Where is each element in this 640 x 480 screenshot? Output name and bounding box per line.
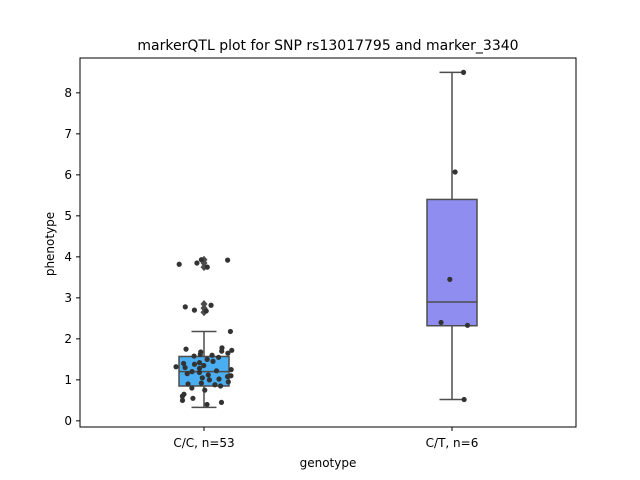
data-point — [205, 372, 211, 378]
y-axis: 0 1 2 3 4 5 6 7 8 — [64, 86, 80, 428]
data-point — [189, 385, 195, 391]
data-point — [204, 264, 210, 270]
data-point — [173, 364, 179, 370]
data-point — [460, 69, 467, 75]
data-point — [176, 261, 182, 267]
y-tick-label: 5 — [64, 209, 72, 223]
data-point — [191, 353, 197, 359]
box-group — [173, 255, 235, 409]
data-point — [189, 369, 195, 375]
data-point — [185, 381, 191, 387]
data-point — [225, 379, 231, 385]
y-tick-label: 8 — [64, 86, 72, 100]
data-point — [199, 375, 205, 381]
data-point — [201, 362, 207, 369]
data-point — [464, 322, 471, 328]
data-point — [210, 358, 216, 364]
data-point — [191, 361, 198, 367]
data-point — [209, 352, 215, 358]
data-point — [208, 302, 214, 308]
data-point — [198, 257, 204, 263]
data-point — [224, 373, 231, 380]
data-point — [184, 371, 190, 377]
y-tick-label: 7 — [64, 127, 72, 141]
data-point — [179, 393, 186, 399]
data-point — [218, 399, 225, 405]
data-point — [197, 351, 203, 358]
y-tick-label: 0 — [64, 414, 72, 428]
box-iqr — [426, 198, 478, 327]
data-point — [212, 382, 218, 388]
data-point — [181, 360, 187, 367]
y-tick-label: 1 — [64, 373, 72, 387]
outlier-marker — [200, 300, 208, 308]
data-point — [228, 367, 234, 373]
x-axis: C/C, n=53 C/T, n=6 — [173, 427, 478, 450]
data-point — [216, 376, 222, 382]
data-point — [183, 346, 189, 352]
plot-area — [79, 57, 577, 428]
data-point — [447, 276, 453, 282]
y-axis-label: phenotype — [43, 212, 57, 276]
data-point — [225, 257, 231, 263]
data-point — [196, 360, 203, 366]
data-point — [191, 307, 198, 313]
data-point — [461, 396, 467, 403]
data-point — [182, 364, 188, 371]
data-point — [204, 356, 210, 362]
y-tick-label: 3 — [64, 291, 72, 305]
x-tick-label: C/C, n=53 — [173, 436, 234, 450]
data-point — [217, 383, 224, 389]
y-tick-label: 4 — [64, 250, 72, 264]
data-point — [179, 397, 186, 403]
data-point — [196, 369, 203, 376]
data-point — [206, 377, 213, 383]
data-point — [227, 328, 234, 335]
box-group — [426, 69, 478, 403]
chart-title: markerQTL plot for SNP rs13017795 and ma… — [137, 38, 518, 54]
data-point — [215, 354, 222, 360]
data-point — [438, 319, 444, 326]
x-axis-label: genotype — [300, 456, 357, 470]
data-point — [202, 387, 208, 393]
y-tick-label: 6 — [64, 168, 72, 182]
data-point — [190, 395, 196, 401]
data-point — [452, 169, 458, 175]
data-point — [213, 368, 220, 374]
data-point — [229, 347, 235, 353]
data-point — [196, 365, 203, 371]
boxes-layer — [173, 69, 478, 409]
data-point — [225, 350, 231, 356]
data-point — [182, 304, 188, 310]
y-tick-label: 2 — [64, 332, 72, 346]
data-point — [203, 308, 209, 314]
data-point — [219, 348, 225, 354]
x-tick-label: C/T, n=6 — [426, 436, 479, 450]
data-point — [204, 401, 210, 408]
data-point — [194, 260, 200, 266]
data-point — [198, 380, 204, 386]
